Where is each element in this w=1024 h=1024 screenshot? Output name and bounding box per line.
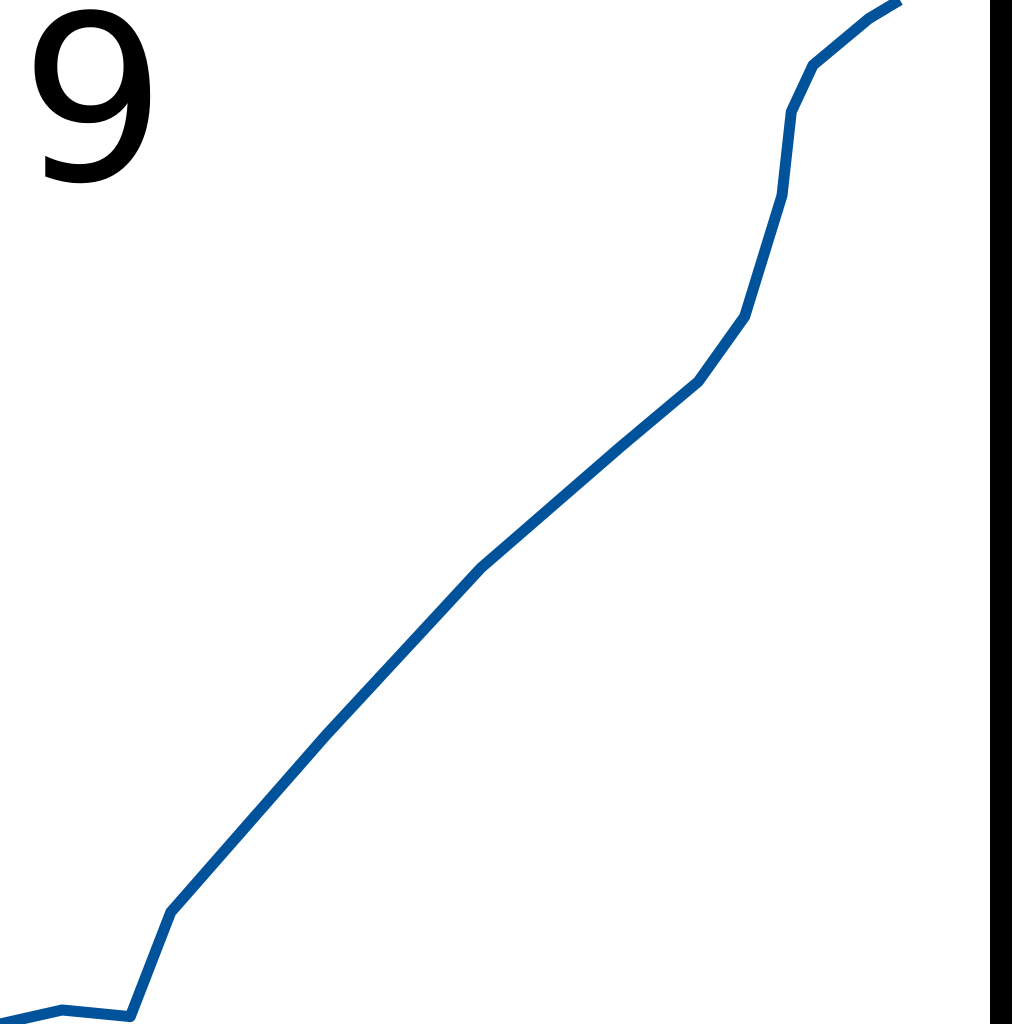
series-layer [0,0,903,1024]
series-line [0,0,903,1024]
right-axis-line [990,0,1012,1024]
y-tick-label: 9 [20,0,166,235]
